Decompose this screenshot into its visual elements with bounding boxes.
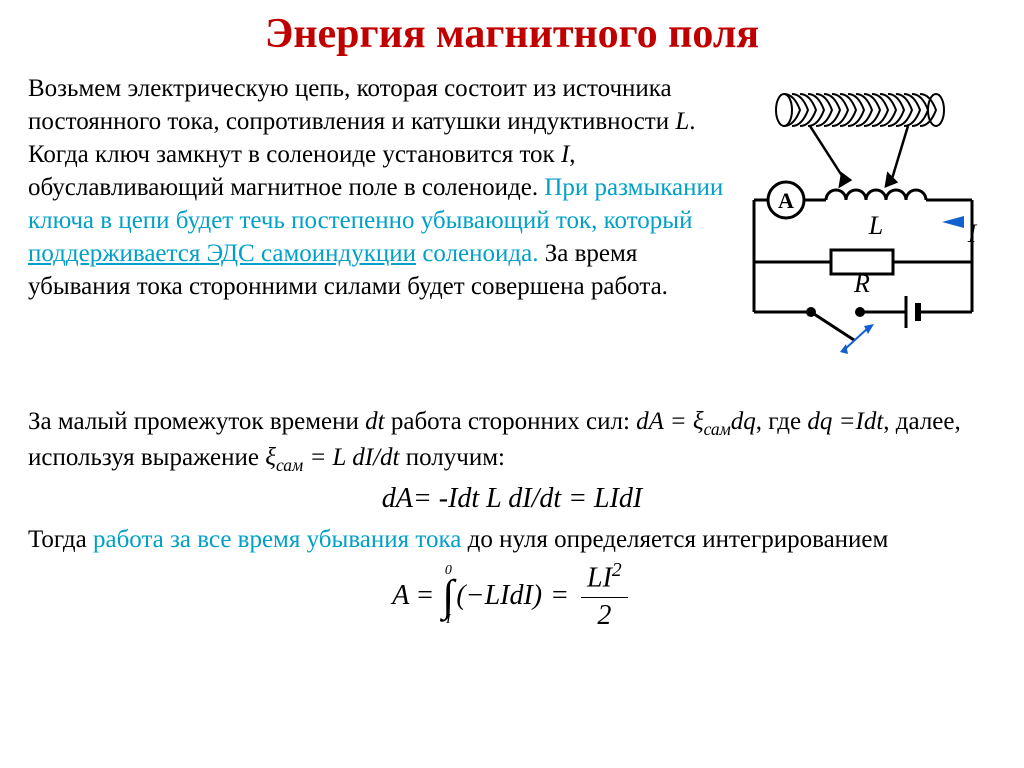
page-title: Энергия магнитного поля bbox=[28, 10, 996, 58]
eq-num-base: LI bbox=[587, 563, 612, 594]
p1-h2: поддерживается ЭДС самоиндукции bbox=[28, 240, 416, 267]
p1-L: L bbox=[675, 108, 689, 135]
eq-fraction: LI2 2 bbox=[581, 560, 628, 631]
current-arrow bbox=[942, 216, 964, 228]
p2-eq1: dA = ξ bbox=[636, 408, 703, 435]
p2-t2: работа сторонних сил: bbox=[385, 408, 637, 435]
p2-sub1: сам bbox=[704, 419, 731, 439]
eq-integrand: (−LIdI) bbox=[456, 580, 542, 612]
p3-h1: работа за все время убывания тока bbox=[93, 526, 461, 553]
paragraph-3: Тогда работа за все время убывания тока … bbox=[28, 523, 996, 556]
inductor-label: L bbox=[868, 211, 883, 240]
circuit-svg: А L R I bbox=[736, 82, 996, 392]
p1-h3: соленоида. bbox=[416, 240, 538, 267]
p2-t1: За малый промежуток времени bbox=[28, 408, 365, 435]
integral-block: 0 ∫ I bbox=[440, 564, 456, 627]
current-label: I bbox=[967, 219, 978, 248]
p2-eq3b: = L dI/dt bbox=[303, 444, 399, 471]
solenoid-icon bbox=[776, 94, 944, 126]
p2-eq1b: dq bbox=[731, 408, 756, 435]
integral-symbol: ∫ bbox=[442, 578, 454, 613]
p2-dt: dt bbox=[365, 408, 384, 435]
p2-t5: получим: bbox=[399, 444, 505, 471]
switch-arrow bbox=[840, 324, 874, 354]
p2-eq2: dq =Idt bbox=[807, 408, 883, 435]
ammeter-label: А bbox=[778, 188, 794, 213]
paragraph-1: Возьмем электрическую цепь, которая сост… bbox=[28, 72, 724, 303]
eq-A: A bbox=[392, 580, 409, 612]
paragraph-2: За малый промежуток времени dt работа ст… bbox=[28, 405, 996, 477]
eq-eq1: = bbox=[415, 580, 434, 612]
p2-eq3a: ξ bbox=[265, 444, 276, 471]
content-row: Возьмем электрическую цепь, которая сост… bbox=[28, 72, 996, 397]
p3-t1: Тогда bbox=[28, 526, 93, 553]
equation-dA: dA= -Idt L dI/dt = LIdI bbox=[28, 483, 996, 515]
p3-t2: до нуля определяется интегрированием bbox=[461, 526, 888, 553]
eq-eq2: = bbox=[550, 580, 569, 612]
p1-t1: Возьмем электрическую цепь, которая сост… bbox=[28, 75, 675, 135]
eq-num-sup: 2 bbox=[612, 560, 622, 581]
circuit-diagram: А L R I bbox=[736, 72, 996, 397]
p2-t3: , где bbox=[756, 408, 808, 435]
solenoid-leads bbox=[810, 126, 908, 186]
p2-sub2: сам bbox=[276, 455, 303, 475]
equation-integral: A = 0 ∫ I (−LIdI) = LI2 2 bbox=[28, 560, 996, 631]
resistor-label: R bbox=[853, 269, 870, 298]
int-lower: I bbox=[446, 613, 451, 627]
eq-num: LI2 bbox=[581, 560, 628, 597]
eq-den: 2 bbox=[591, 598, 617, 632]
integral-limits: 0 ∫ I bbox=[442, 564, 454, 627]
